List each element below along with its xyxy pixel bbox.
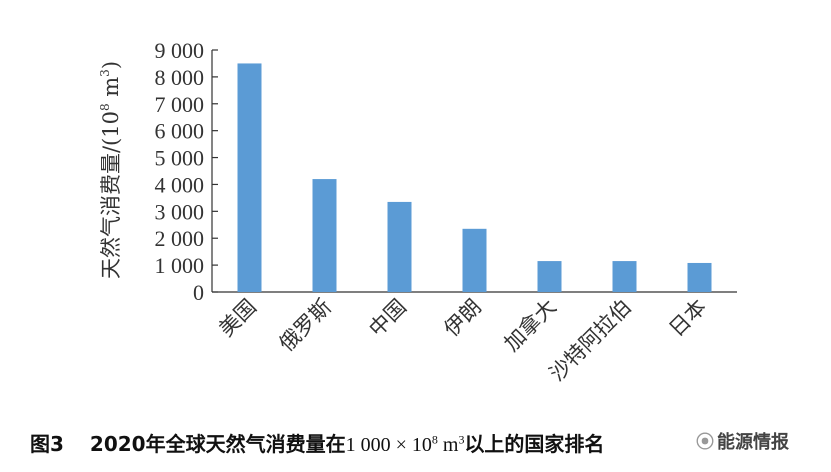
y-tick-label: 0 [193, 280, 204, 305]
bar [237, 63, 262, 292]
bar [312, 179, 337, 292]
y-tick-label: 8 000 [155, 65, 205, 90]
y-tick-label: 5 000 [155, 146, 205, 171]
y-tick-label: 6 000 [155, 119, 205, 144]
wechat-icon: ⦿ [696, 432, 714, 453]
watermark: ⦿ 能源情报 [692, 428, 793, 454]
x-tick-label: 中国 [364, 295, 411, 342]
figure-label: 图3 [30, 432, 64, 456]
bar [537, 261, 562, 292]
caption-text-after: 以上的国家排名 [464, 432, 605, 456]
bars [237, 63, 712, 292]
bar [387, 201, 412, 292]
y-tick-label: 3 000 [155, 199, 205, 224]
figure-caption: 图3 2020年全球天然气消费量在1 000 × 108 m3以上的国家排名 [30, 428, 604, 457]
x-tick-label: 日本 [664, 295, 711, 342]
bar [687, 262, 712, 292]
x-tick-label: 美国 [214, 295, 261, 342]
y-tick-label: 2 000 [155, 226, 205, 251]
y-tick-label: 9 000 [155, 38, 205, 63]
watermark-text: 能源情报 [717, 432, 789, 453]
bar [612, 261, 637, 292]
caption-text-before: 2020年全球天然气消费量在 [89, 432, 346, 456]
x-tick-label: 加拿大 [500, 295, 562, 357]
bar [462, 228, 487, 292]
caption-amount: 1 000 × 108 m3 [345, 432, 465, 456]
x-tick-label: 俄罗斯 [275, 295, 337, 357]
y-tick-label: 1 000 [155, 253, 205, 278]
y-axis-label: 天然气消费量/(108 m3) [98, 61, 123, 279]
x-tick-label: 伊朗 [439, 295, 486, 342]
y-tick-label: 4 000 [155, 172, 205, 197]
x-tick-label: 沙特阿拉伯 [545, 295, 636, 386]
y-tick-label: 7 000 [155, 92, 205, 117]
